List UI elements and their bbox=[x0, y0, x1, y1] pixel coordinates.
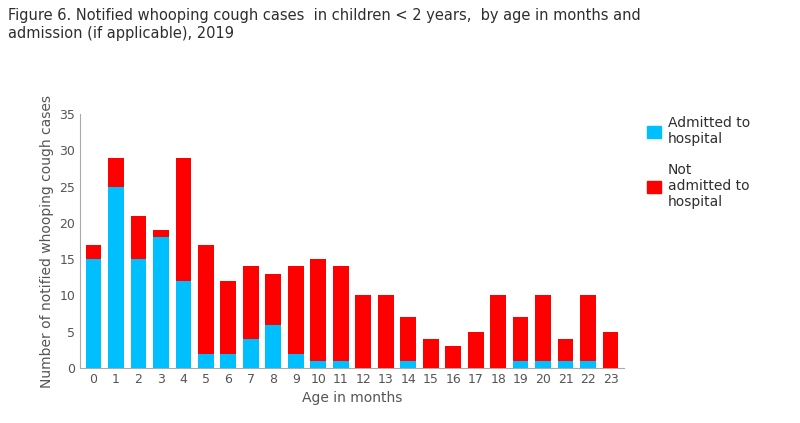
Y-axis label: Number of notified whooping cough cases: Number of notified whooping cough cases bbox=[40, 95, 54, 387]
Bar bbox=[108, 158, 124, 187]
Bar bbox=[378, 296, 394, 368]
Bar bbox=[153, 237, 169, 368]
Bar bbox=[243, 266, 258, 339]
Bar bbox=[243, 339, 258, 368]
Bar bbox=[558, 339, 574, 361]
Bar bbox=[310, 361, 326, 368]
Bar bbox=[400, 317, 416, 361]
Bar bbox=[266, 324, 281, 368]
Bar bbox=[333, 266, 349, 361]
Text: Figure 6. Notified whooping cough cases  in children < 2 years,  by age in month: Figure 6. Notified whooping cough cases … bbox=[8, 8, 641, 41]
Legend: Admitted to
hospital, Not
admitted to
hospital: Admitted to hospital, Not admitted to ho… bbox=[647, 116, 750, 209]
Bar bbox=[221, 281, 236, 354]
Bar bbox=[513, 317, 529, 361]
Bar bbox=[580, 361, 596, 368]
Bar bbox=[580, 296, 596, 361]
Bar bbox=[175, 281, 191, 368]
Bar bbox=[423, 339, 438, 368]
Bar bbox=[175, 158, 191, 281]
Bar bbox=[535, 361, 551, 368]
Bar bbox=[108, 187, 124, 368]
Bar bbox=[130, 216, 146, 259]
Bar bbox=[288, 354, 304, 368]
Bar bbox=[355, 296, 371, 368]
Bar bbox=[468, 332, 483, 368]
Bar bbox=[400, 361, 416, 368]
Bar bbox=[310, 259, 326, 361]
Bar bbox=[266, 274, 281, 324]
Bar bbox=[153, 230, 169, 237]
Bar bbox=[558, 361, 574, 368]
Bar bbox=[130, 259, 146, 368]
Bar bbox=[198, 245, 214, 354]
Bar bbox=[446, 346, 461, 368]
Bar bbox=[288, 266, 304, 354]
Bar bbox=[221, 354, 236, 368]
Bar bbox=[333, 361, 349, 368]
Bar bbox=[86, 245, 102, 259]
Bar bbox=[198, 354, 214, 368]
Bar bbox=[86, 259, 102, 368]
Bar bbox=[490, 296, 506, 368]
Bar bbox=[602, 332, 618, 368]
Bar bbox=[535, 296, 551, 361]
X-axis label: Age in months: Age in months bbox=[302, 391, 402, 405]
Bar bbox=[513, 361, 529, 368]
